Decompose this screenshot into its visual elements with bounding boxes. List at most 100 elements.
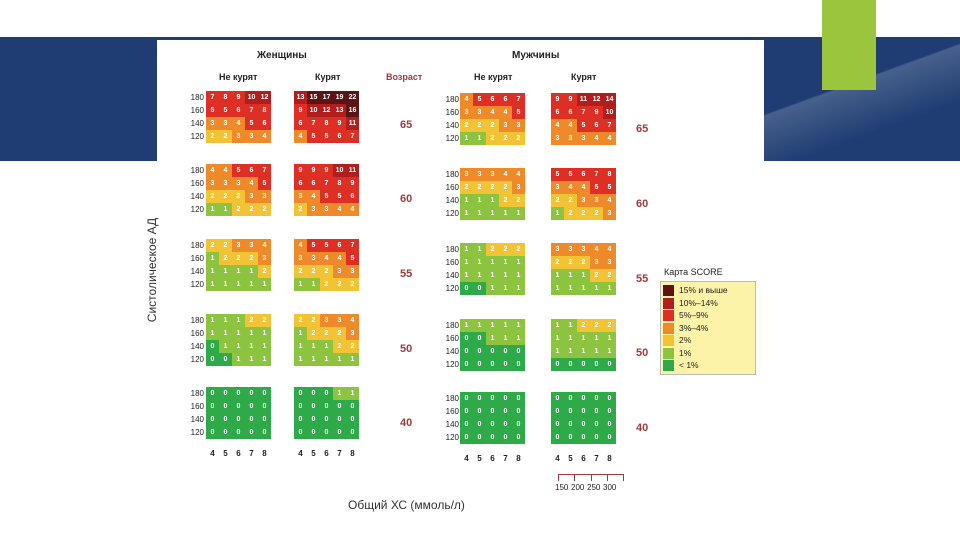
risk-cell: 1 (486, 332, 499, 345)
sbp-label: 160 (190, 329, 204, 338)
risk-cell: 0 (219, 413, 232, 426)
risk-cell: 6 (577, 168, 590, 181)
risk-cell: 1 (333, 353, 346, 366)
risk-cell: 0 (320, 387, 333, 400)
legend-label: 1% (679, 347, 692, 358)
legend-label: 3%–4% (679, 322, 709, 333)
risk-cell: 1 (551, 332, 564, 345)
risk-cell: 1 (206, 278, 219, 291)
risk-cell: 1 (473, 243, 486, 256)
risk-cell: 1 (512, 207, 525, 220)
risk-cell: 5 (232, 164, 245, 177)
risk-cell: 1 (577, 345, 590, 358)
risk-cell: 3 (245, 130, 258, 143)
risk-cell: 3 (551, 243, 564, 256)
sbp-label: 180 (445, 95, 459, 104)
sbp-label: 180 (190, 93, 204, 102)
risk-cell: 6 (294, 117, 307, 130)
risk-cell: 15 (307, 91, 320, 104)
risk-cell: 7 (320, 177, 333, 190)
risk-cell: 2 (307, 314, 320, 327)
risk-cell: 2 (603, 319, 616, 332)
sbp-label: 120 (445, 209, 459, 218)
risk-cell: 1 (512, 332, 525, 345)
risk-cell: 0 (206, 400, 219, 413)
risk-cell: 1 (294, 353, 307, 366)
risk-cell: 2 (577, 207, 590, 220)
risk-cell: 0 (219, 353, 232, 366)
risk-cell: 1 (219, 265, 232, 278)
sbp-label: 120 (190, 132, 204, 141)
risk-cell: 17 (320, 91, 333, 104)
risk-cell: 1 (564, 345, 577, 358)
risk-cell: 1 (307, 340, 320, 353)
risk-cell: 1 (473, 194, 486, 207)
risk-cell: 2 (551, 256, 564, 269)
risk-cell: 6 (307, 177, 320, 190)
chol-tick-label: 5 (311, 449, 316, 458)
risk-cell: 9 (564, 93, 577, 106)
risk-cell: 2 (346, 278, 359, 291)
risk-cell: 2 (258, 265, 271, 278)
risk-cell: 5 (258, 177, 271, 190)
smoke-label-women-nonsmoker: Не курят (219, 72, 258, 82)
risk-cell: 1 (258, 340, 271, 353)
risk-cell: 7 (577, 106, 590, 119)
risk-cell: 0 (512, 431, 525, 444)
risk-cell: 0 (460, 405, 473, 418)
risk-cell: 1 (499, 332, 512, 345)
risk-cell: 9 (294, 104, 307, 117)
risk-cell: 1 (577, 269, 590, 282)
risk-cell: 9 (294, 164, 307, 177)
risk-cell: 5 (551, 168, 564, 181)
risk-cell: 9 (346, 177, 359, 190)
risk-cell: 1 (486, 282, 499, 295)
risk-cell: 2 (460, 119, 473, 132)
risk-cell: 3 (333, 314, 346, 327)
risk-cell: 0 (603, 418, 616, 431)
risk-cell: 1 (486, 256, 499, 269)
sbp-label: 140 (445, 347, 459, 356)
risk-cell: 6 (333, 239, 346, 252)
sbp-label: 140 (190, 415, 204, 424)
risk-cell: 2 (486, 243, 499, 256)
risk-cell: 4 (499, 168, 512, 181)
risk-cell: 0 (460, 431, 473, 444)
risk-cell: 3 (258, 190, 271, 203)
risk-cell: 0 (603, 358, 616, 371)
risk-cell: 0 (460, 332, 473, 345)
risk-cell: 14 (603, 93, 616, 106)
risk-cell: 1 (460, 319, 473, 332)
risk-cell: 2 (603, 269, 616, 282)
sbp-label: 140 (190, 267, 204, 276)
legend-swatch (663, 297, 674, 309)
risk-cell: 2 (206, 239, 219, 252)
chol-tick-label: 6 (236, 449, 241, 458)
risk-cell: 1 (512, 269, 525, 282)
risk-cell: 1 (512, 256, 525, 269)
risk-cell: 2 (219, 130, 232, 143)
risk-cell: 3 (294, 252, 307, 265)
risk-cell: 1 (512, 319, 525, 332)
legend-swatch (663, 285, 674, 296)
risk-cell: 1 (564, 269, 577, 282)
risk-cell: 2 (512, 132, 525, 145)
risk-cell: 4 (294, 239, 307, 252)
risk-cell: 0 (294, 400, 307, 413)
sbp-label: 120 (190, 428, 204, 437)
risk-cell: 3 (486, 168, 499, 181)
chol-tick-label: 6 (490, 454, 495, 463)
risk-cell: 1 (551, 319, 564, 332)
risk-cell: 1 (245, 353, 258, 366)
sbp-label: 140 (445, 420, 459, 429)
risk-cell: 2 (206, 190, 219, 203)
risk-cell: 2 (499, 194, 512, 207)
risk-cell: 3 (577, 132, 590, 145)
risk-cell: 6 (564, 106, 577, 119)
risk-cell: 1 (499, 207, 512, 220)
risk-cell: 5 (577, 119, 590, 132)
risk-cell: 1 (486, 319, 499, 332)
sbp-label: 140 (445, 196, 459, 205)
risk-cell: 1 (320, 353, 333, 366)
risk-cell: 0 (232, 387, 245, 400)
